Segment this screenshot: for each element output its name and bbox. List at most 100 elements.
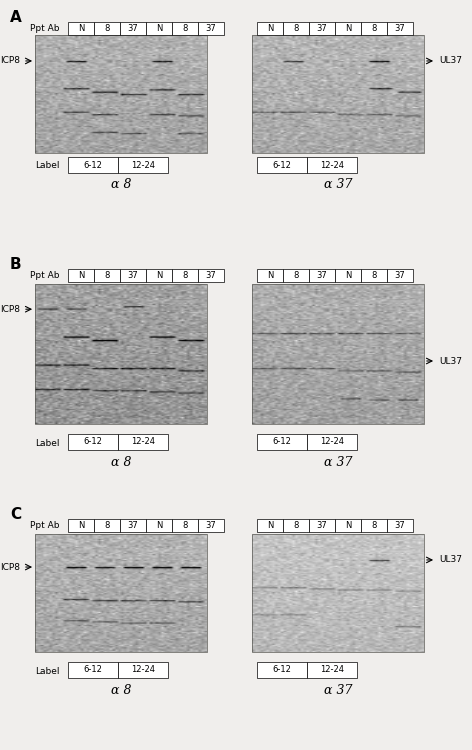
Text: N: N — [345, 24, 351, 33]
Bar — [283, 519, 309, 532]
Text: α 8: α 8 — [111, 455, 131, 469]
Text: 12-24: 12-24 — [320, 665, 344, 674]
Text: 37: 37 — [127, 271, 138, 280]
Bar — [68, 269, 94, 282]
Text: 12-24: 12-24 — [131, 665, 155, 674]
Text: α 37: α 37 — [324, 178, 352, 191]
Bar — [252, 35, 424, 153]
Text: N: N — [267, 271, 273, 280]
Bar — [172, 22, 198, 35]
Text: 6-12: 6-12 — [84, 160, 102, 170]
Text: B: B — [10, 257, 22, 272]
Bar — [283, 22, 309, 35]
Bar — [309, 519, 335, 532]
Text: 8: 8 — [371, 521, 377, 530]
Text: 37: 37 — [206, 271, 216, 280]
Text: 8: 8 — [293, 24, 299, 33]
Text: 8: 8 — [182, 521, 188, 530]
Text: 37: 37 — [127, 24, 138, 33]
Bar — [257, 434, 307, 450]
Text: 12-24: 12-24 — [320, 437, 344, 446]
Text: Label: Label — [35, 161, 59, 170]
Bar — [257, 662, 307, 678]
Text: 6-12: 6-12 — [272, 160, 291, 170]
Bar — [146, 22, 172, 35]
Text: α 8: α 8 — [111, 683, 131, 697]
Bar — [120, 519, 146, 532]
Bar — [335, 22, 361, 35]
Text: ICP8: ICP8 — [0, 562, 20, 572]
Text: 8: 8 — [104, 24, 110, 33]
Text: 8: 8 — [104, 271, 110, 280]
Text: 37: 37 — [317, 271, 328, 280]
Text: N: N — [267, 521, 273, 530]
Text: 12-24: 12-24 — [320, 160, 344, 170]
Bar — [335, 519, 361, 532]
Text: ICP8: ICP8 — [0, 56, 20, 65]
Bar — [68, 22, 94, 35]
Bar — [309, 269, 335, 282]
Text: 6-12: 6-12 — [84, 665, 102, 674]
Text: 8: 8 — [371, 24, 377, 33]
Text: 8: 8 — [182, 271, 188, 280]
Bar — [257, 157, 307, 173]
Text: N: N — [78, 271, 84, 280]
Bar — [118, 662, 168, 678]
Text: Ppt Ab: Ppt Ab — [30, 521, 59, 530]
Text: 6-12: 6-12 — [84, 437, 102, 446]
Text: N: N — [78, 521, 84, 530]
Text: 8: 8 — [182, 24, 188, 33]
Bar — [118, 434, 168, 450]
Text: α 37: α 37 — [324, 683, 352, 697]
Bar — [307, 662, 357, 678]
Text: 37: 37 — [206, 24, 216, 33]
Text: 37: 37 — [395, 521, 405, 530]
Bar — [387, 22, 413, 35]
Text: N: N — [345, 521, 351, 530]
Text: UL37: UL37 — [439, 356, 462, 365]
Bar — [198, 22, 224, 35]
Text: N: N — [267, 24, 273, 33]
Text: 37: 37 — [395, 271, 405, 280]
Bar — [94, 519, 120, 532]
Bar — [252, 534, 424, 652]
Text: N: N — [156, 271, 162, 280]
Text: 6-12: 6-12 — [272, 665, 291, 674]
Bar — [307, 434, 357, 450]
Text: UL37: UL37 — [439, 556, 462, 565]
Text: 37: 37 — [395, 24, 405, 33]
Bar — [146, 269, 172, 282]
Bar — [307, 157, 357, 173]
Bar — [335, 269, 361, 282]
Bar — [257, 269, 283, 282]
Text: 8: 8 — [293, 271, 299, 280]
Text: 37: 37 — [317, 521, 328, 530]
Bar — [198, 269, 224, 282]
Bar — [35, 35, 207, 153]
Bar — [361, 269, 387, 282]
Text: N: N — [156, 24, 162, 33]
Text: N: N — [156, 521, 162, 530]
Bar — [68, 434, 118, 450]
Text: 12-24: 12-24 — [131, 160, 155, 170]
Bar — [361, 22, 387, 35]
Bar — [172, 269, 198, 282]
Text: 37: 37 — [206, 521, 216, 530]
Bar — [172, 519, 198, 532]
Bar — [120, 22, 146, 35]
Bar — [118, 157, 168, 173]
Text: 12-24: 12-24 — [131, 437, 155, 446]
Text: A: A — [10, 10, 22, 25]
Bar — [68, 662, 118, 678]
Text: 6-12: 6-12 — [272, 437, 291, 446]
Text: 37: 37 — [127, 521, 138, 530]
Text: 37: 37 — [317, 24, 328, 33]
Text: 8: 8 — [293, 521, 299, 530]
Text: N: N — [78, 24, 84, 33]
Text: Ppt Ab: Ppt Ab — [30, 271, 59, 280]
Bar — [35, 284, 207, 424]
Bar — [252, 284, 424, 424]
Text: C: C — [10, 507, 21, 522]
Bar — [361, 519, 387, 532]
Bar — [94, 22, 120, 35]
